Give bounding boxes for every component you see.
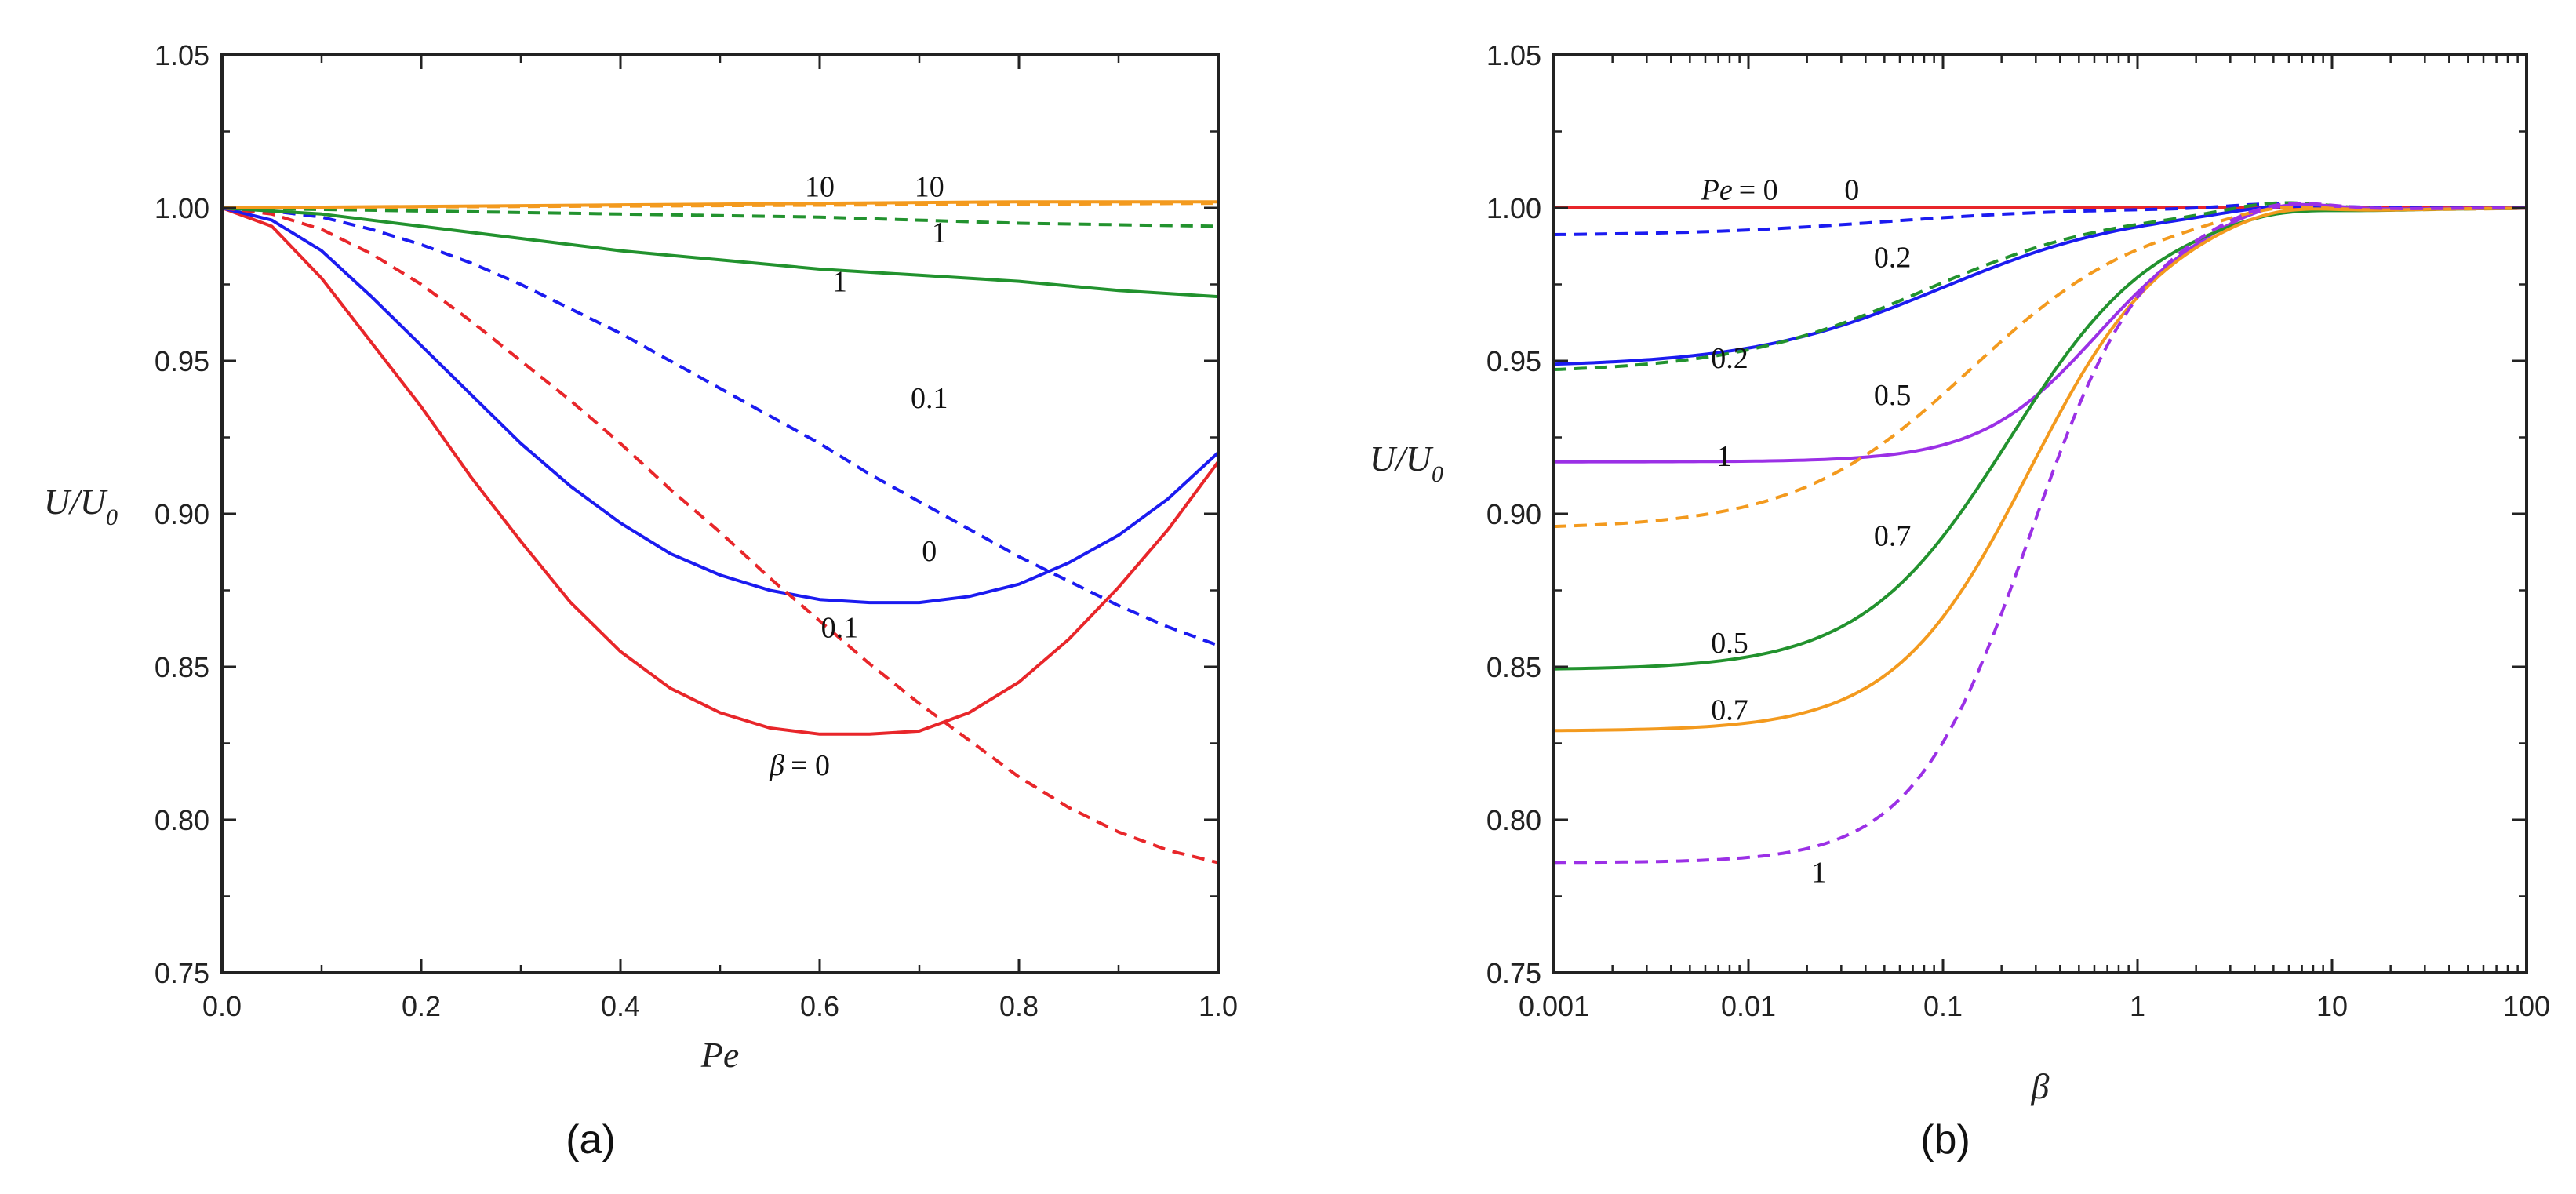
- curve-label-a-5: 0: [922, 535, 937, 568]
- x-axis-title-b: β: [2031, 1066, 2050, 1106]
- y-tick-label-a-1: 0.80: [155, 804, 209, 836]
- curve-label-b-4: 0.5: [1874, 379, 1912, 412]
- series-line-a-7: [221, 202, 1219, 209]
- x-tick-label-b-2: 0.1: [1923, 990, 1963, 1022]
- y-tick-label-b-6: 1.05: [1486, 39, 1541, 71]
- series-line-b-7: [1553, 206, 2527, 733]
- panel-caption-a: (a): [566, 1117, 616, 1163]
- curve-label-a-7: β = 0: [769, 749, 830, 782]
- curve-label-b-9: 1: [1811, 856, 1826, 889]
- curve-label-b-2: 0.2: [1874, 241, 1912, 274]
- x-tick-label-a-2: 0.4: [601, 990, 640, 1022]
- y-tick-label-b-1: 0.80: [1486, 804, 1541, 836]
- series-line-a-1: [221, 206, 1220, 605]
- chart-panel-b: 0.001 0.01 0.1 1 10 1000.750.800.850.900.951.…: [1370, 39, 2550, 1163]
- y-tick-label-b-5: 1.00: [1486, 192, 1541, 224]
- y-tick-label-a-2: 0.85: [155, 651, 209, 683]
- y-axis-title-a: U/U0: [44, 482, 118, 530]
- series-line-a-0: [221, 206, 1220, 736]
- curve-label-a-0: 10: [805, 171, 835, 204]
- y-tick-label-b-4: 0.95: [1486, 345, 1541, 377]
- y-tick-label-b-2: 0.85: [1486, 651, 1541, 683]
- y-tick-label-b-3: 0.90: [1486, 498, 1541, 530]
- curve-label-b-0: Pe = 0: [1701, 174, 1778, 207]
- x-tick-label-b-1: 0.01: [1721, 990, 1776, 1022]
- panel-caption-b: (b): [1920, 1117, 1970, 1163]
- series-line-a-3: [221, 206, 1219, 647]
- curve-label-b-6: 0.7: [1874, 519, 1912, 552]
- x-tick-label-a-0: 0.0: [202, 990, 242, 1022]
- curve-label-a-6: 0.1: [821, 611, 859, 644]
- chart-panel-a: 0.0 0.2 0.4 0.6 0.8 1.0 0.75 0.80 0.85 0.90 0.95 1.…: [44, 39, 1238, 1163]
- x-tick-label-a-4: 0.8: [999, 990, 1039, 1022]
- y-tick-label-b-0: 0.75: [1486, 957, 1541, 989]
- series-line-a-5: [221, 206, 1219, 228]
- curve-label-b-1: 0: [1844, 174, 1859, 207]
- curve-label-b-7: 0.5: [1711, 627, 1748, 660]
- y-tick-label-a-3: 0.90: [155, 498, 209, 530]
- y-tick-label-a-4: 0.95: [155, 345, 209, 377]
- x-tick-label-b-4: 10: [2316, 990, 2348, 1022]
- curve-label-b-3: 0.2: [1711, 342, 1748, 375]
- x-axis-title-a: Pe: [700, 1035, 740, 1075]
- x-tick-label-a-1: 0.2: [402, 990, 441, 1022]
- y-tick-label-a-5: 1.00: [155, 192, 209, 224]
- x-tick-label-b-0: 0.001: [1519, 990, 1589, 1022]
- curve-label-a-4: 0.1: [911, 382, 948, 415]
- x-tick-label-a-3: 0.6: [800, 990, 839, 1022]
- curve-label-a-3: 1: [832, 266, 847, 299]
- series-line-a-4: [221, 206, 1219, 299]
- x-tick-label-a-5: 1.0: [1199, 990, 1238, 1022]
- series-line-a-2: [221, 206, 1219, 865]
- x-tick-label-b-5: 100: [2503, 990, 2550, 1022]
- curve-label-b-8: 0.7: [1711, 694, 1748, 727]
- y-tick-label-a-0: 0.75: [155, 957, 209, 989]
- curve-label-a-2: 1: [932, 217, 947, 249]
- curve-label-a-1: 10: [915, 171, 944, 204]
- x-tick-label-b-3: 1: [2130, 990, 2145, 1022]
- y-axis-title-b: U/U0: [1370, 439, 1443, 487]
- y-tick-label-a-6: 1.05: [155, 39, 209, 71]
- curve-label-b-5: 1: [1717, 440, 1732, 473]
